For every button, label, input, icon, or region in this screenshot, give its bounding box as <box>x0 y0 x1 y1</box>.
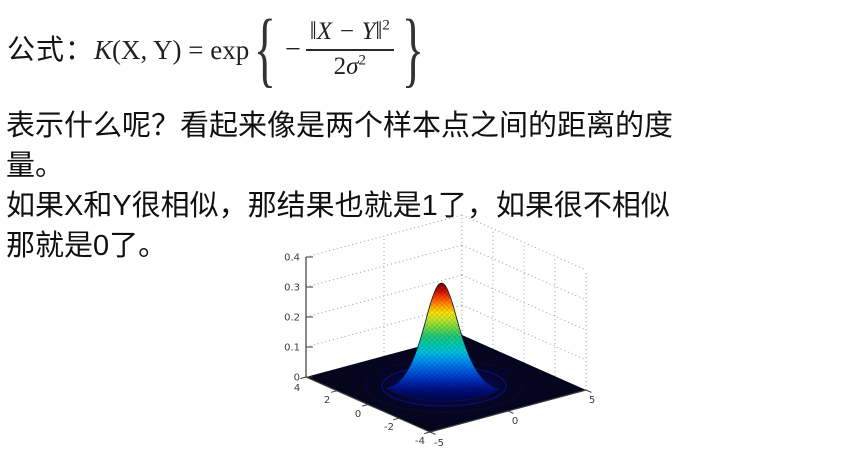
y-tick-labels: 4 2 0 -2 -4 <box>294 383 425 447</box>
axes <box>300 256 592 435</box>
y-tick--2: -2 <box>384 422 394 433</box>
formula-lhs: K(X, Y) = exp <box>94 35 249 66</box>
close-brace: } <box>401 4 424 96</box>
z-tick-0.3: 0.3 <box>284 283 300 294</box>
fraction-denominator: 2σ2 <box>330 53 370 82</box>
gaussian-surface-plot: 0 0.1 0.2 0.3 0.4 4 2 0 -2 -4 -5 0 5 <box>272 205 640 452</box>
z-tick-labels: 0 0.1 0.2 0.3 0.4 <box>284 253 300 384</box>
formula-fraction: ‖X − Y‖2 2σ2 <box>305 18 394 82</box>
z-tick-0.1: 0.1 <box>284 343 300 354</box>
y-tick-4: 4 <box>294 383 300 394</box>
fraction-bar <box>305 49 394 51</box>
formula-label: 公式： <box>7 34 95 65</box>
gaussian-bump <box>384 282 502 402</box>
fraction-numerator: ‖X − Y‖2 <box>306 18 394 47</box>
formula-lhs-rest: (X, Y) = exp <box>112 34 250 65</box>
body-line-1: 表示什么呢？看起来像是两个样本点之间的距离的度量。 <box>6 110 674 182</box>
den-coefficient: 2 <box>333 53 347 80</box>
surface-plot-canvas: 0 0.1 0.2 0.3 0.4 4 2 0 -2 -4 -5 0 5 <box>284 214 595 449</box>
denominator-exponent: 2 <box>358 52 367 69</box>
minus-sign: − <box>284 34 301 65</box>
x-tick-5: 5 <box>589 395 595 406</box>
norm-term: ‖X − Y‖ <box>309 18 383 46</box>
z-tick-0.4: 0.4 <box>284 253 300 264</box>
body-text: 表示什么呢？看起来像是两个样本点之间的距离的度量。 如果X和Y很相似，那结果也就… <box>6 106 686 266</box>
z-tick-0.2: 0.2 <box>284 313 300 324</box>
y-tick-2: 2 <box>324 395 330 406</box>
x-tick-labels: -5 0 5 <box>434 395 595 449</box>
y-tick--4: -4 <box>415 436 425 447</box>
open-brace: { <box>253 4 277 96</box>
y-tick-0: 0 <box>355 409 361 420</box>
sigma-symbol: σ <box>346 53 359 80</box>
gaussian-kernel-formula: K(X, Y) = exp { − ‖X − Y‖2 2σ2 } <box>94 4 429 96</box>
x-tick--5: -5 <box>434 438 444 449</box>
body-line-2: 如果X和Y很相似，那结果也就是1了，如果很不相似那就是0了。 <box>6 190 670 262</box>
numerator-exponent: 2 <box>382 17 390 34</box>
z-tick-0: 0 <box>294 373 300 384</box>
x-tick-0: 0 <box>512 416 518 427</box>
formula-k-symbol: K <box>94 34 113 65</box>
